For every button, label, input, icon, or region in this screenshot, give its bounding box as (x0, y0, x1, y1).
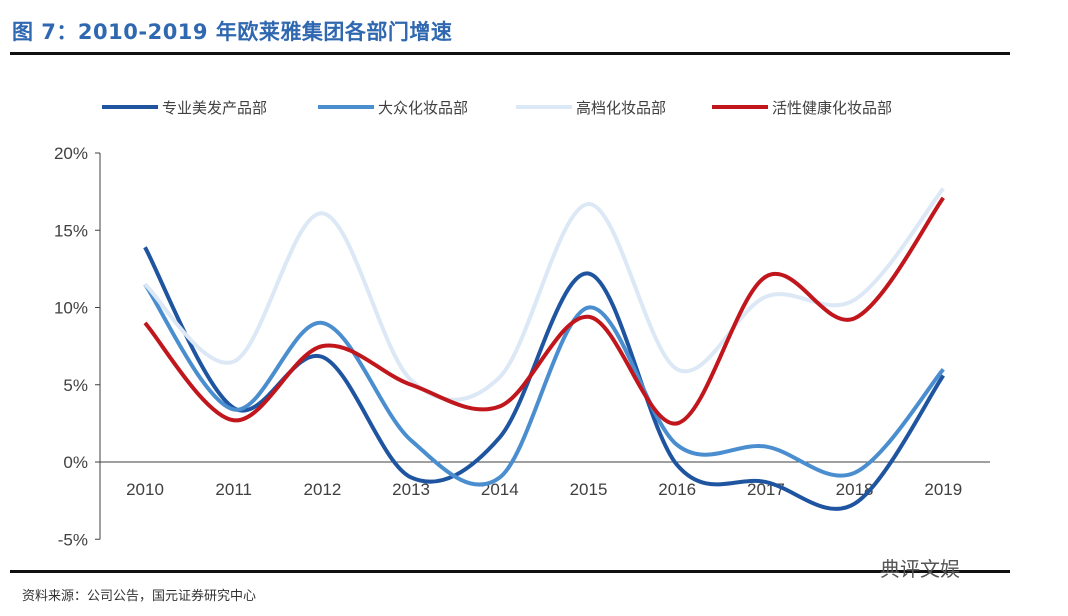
source-note: 资料来源：公司公告，国元证券研究中心 (22, 589, 257, 604)
legend-label-1: 大众化妆品部 (378, 99, 468, 117)
legend-label-2: 高档化妆品部 (576, 99, 666, 117)
figure-title: 图 7：2010-2019 年欧莱雅集团各部门增速 (12, 20, 453, 44)
series-line-1 (143, 283, 945, 487)
legend-label-3: 活性健康化妆品部 (772, 99, 892, 117)
x-tick-label: 2016 (658, 480, 696, 499)
source-divider (10, 570, 1010, 573)
y-tick-label: -5% (58, 530, 88, 549)
y-tick-label: 20% (54, 144, 88, 163)
x-tick-label: 2013 (392, 480, 430, 499)
legend-label-0: 专业美发产品部 (162, 99, 267, 117)
watermark-logo: 典评文娱 (880, 557, 960, 581)
y-tick-label: 0% (63, 453, 88, 472)
title-divider (10, 52, 1010, 55)
series-line-3 (143, 196, 945, 426)
x-tick-label: 2011 (215, 480, 252, 499)
x-tick-label: 2010 (126, 480, 164, 499)
x-tick-label: 2019 (924, 480, 962, 499)
series-line-0 (143, 246, 945, 511)
y-tick-label: 15% (54, 221, 88, 240)
y-tick-label: 10% (54, 299, 88, 318)
x-tick-label: 2015 (570, 480, 608, 499)
x-tick-label: 2012 (303, 480, 341, 499)
series-line-2 (143, 187, 945, 402)
y-tick-label: 5% (63, 376, 88, 395)
